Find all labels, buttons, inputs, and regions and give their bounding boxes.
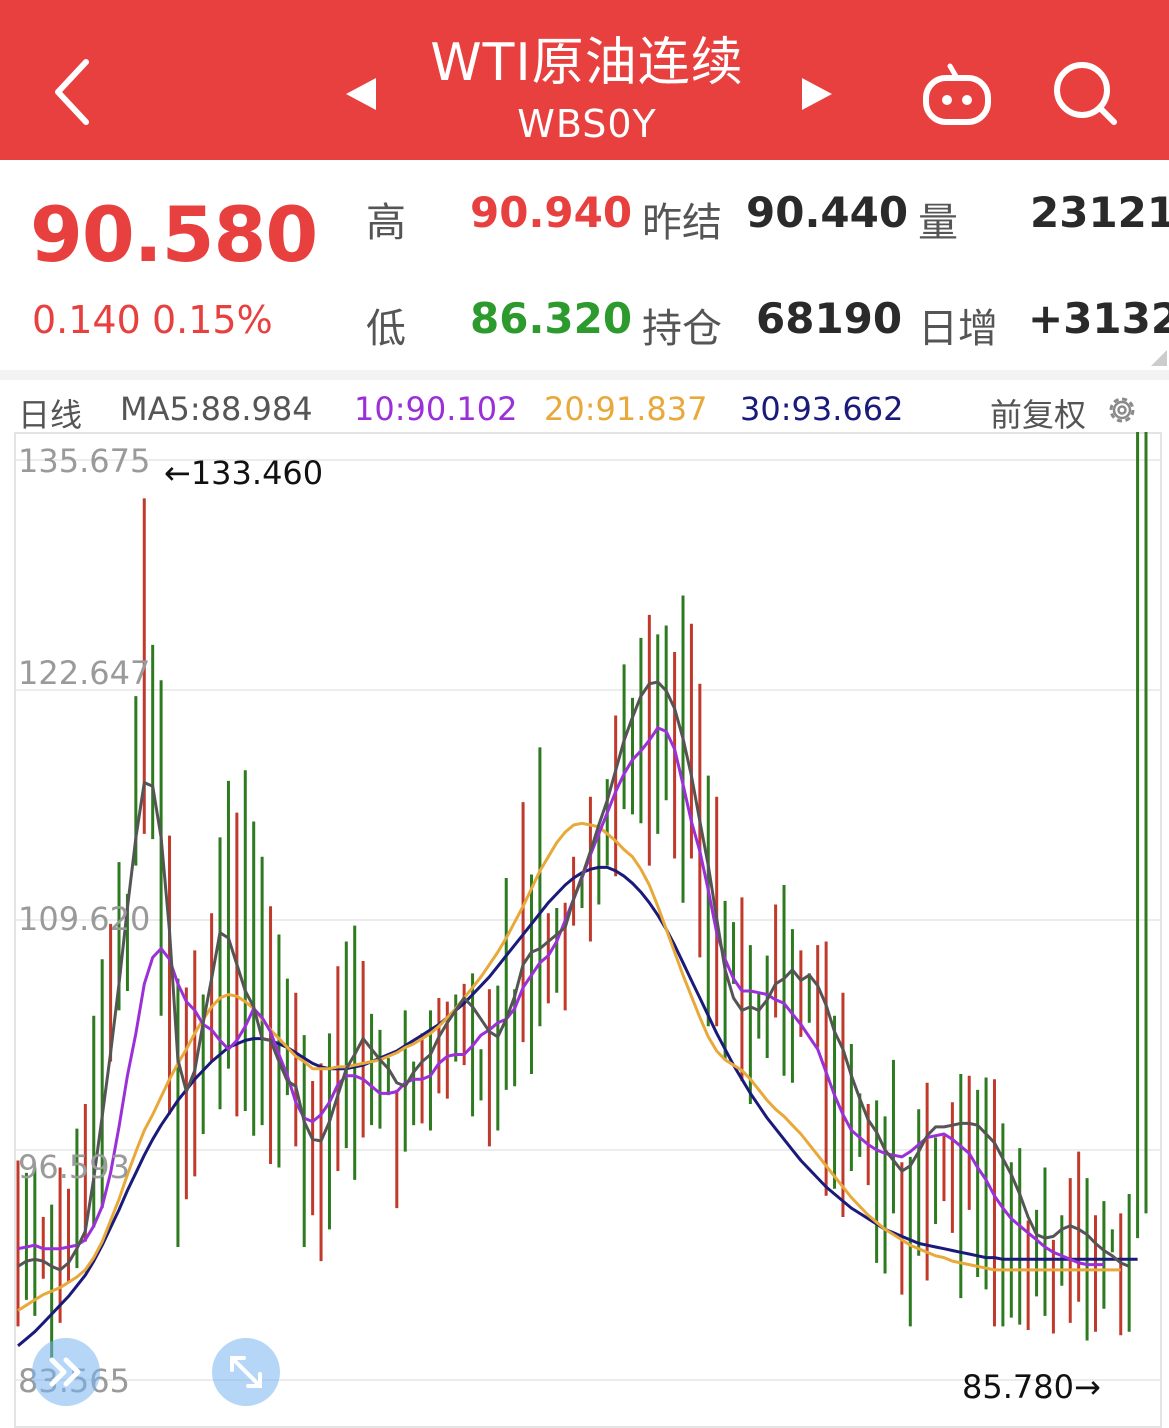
prev-arrow-icon[interactable] — [342, 74, 382, 114]
ma-indicator-bar: 日线 MA5:88.984 10:90.102 20:91.837 30:93.… — [0, 382, 1169, 434]
title-block: WTI原油连续 WBS0Y — [392, 30, 782, 148]
adjust-mode-button[interactable]: 前复权 — [990, 396, 1087, 434]
open-interest-value: 68190 — [756, 294, 903, 343]
change-percent: 0.15% — [152, 298, 273, 342]
y-tick-label: 109.620 — [18, 900, 151, 938]
volume-value: 23121 — [1030, 188, 1169, 237]
high-value: 90.940 — [470, 188, 633, 237]
volume-label: 量 — [918, 200, 958, 246]
ma10-value: 10:90.102 — [354, 390, 518, 428]
ma5-line — [17, 680, 1130, 1272]
page-title: WTI原油连续 — [430, 33, 744, 93]
section-divider — [0, 370, 1169, 380]
ma10-line — [17, 726, 1104, 1267]
y-tick-label: 135.675 — [18, 442, 151, 480]
period-selector[interactable]: 日线 — [18, 396, 83, 434]
fast-forward-button[interactable] — [32, 1338, 100, 1406]
high-label: 高 — [366, 200, 406, 246]
header-bar: WTI原油连续 WBS0Y — [0, 0, 1169, 160]
gear-icon[interactable] — [1104, 392, 1140, 428]
chart-frame — [14, 432, 1162, 1428]
kline-chart-canvas[interactable] — [14, 432, 1162, 1428]
ma20-line — [17, 821, 1121, 1312]
search-icon[interactable] — [1050, 58, 1120, 128]
min-price-annotation: 85.780→ — [962, 1368, 1101, 1406]
ma5-value: MA5:88.984 — [120, 390, 313, 428]
expand-corner-icon[interactable] — [1151, 350, 1167, 366]
ma30-line — [17, 865, 1138, 1347]
fullscreen-button[interactable] — [212, 1338, 280, 1406]
low-label: 低 — [366, 306, 406, 352]
kline-chart[interactable]: 135.675 122.647 109.620 96.593 83.565 ←1… — [14, 432, 1162, 1428]
ma30-value: 30:93.662 — [740, 390, 904, 428]
y-tick-label: 122.647 — [18, 654, 151, 692]
low-value: 86.320 — [470, 294, 633, 343]
robot-icon[interactable] — [920, 60, 994, 130]
change-amount: 0.140 — [32, 298, 141, 342]
page-subtitle: WBS0Y — [517, 102, 657, 146]
daily-increase-value: +3132 — [1028, 294, 1169, 343]
daily-increase-label: 日增 — [918, 306, 998, 352]
back-icon[interactable] — [44, 52, 104, 132]
prev-settle-value: 90.440 — [746, 188, 909, 237]
fast-forward-icon — [49, 1357, 81, 1387]
max-price-annotation: ←133.460 — [164, 454, 324, 492]
last-price: 90.580 — [30, 190, 318, 279]
expand-icon — [230, 1356, 262, 1388]
quote-panel: 90.580 0.140 0.15% 高 90.940 昨结 90.440 量 … — [0, 160, 1169, 370]
ma20-value: 20:91.837 — [544, 390, 708, 428]
next-arrow-icon[interactable] — [796, 74, 836, 114]
y-tick-label: 96.593 — [18, 1148, 130, 1186]
open-interest-label: 持仓 — [642, 306, 722, 352]
prev-settle-label: 昨结 — [642, 200, 722, 246]
